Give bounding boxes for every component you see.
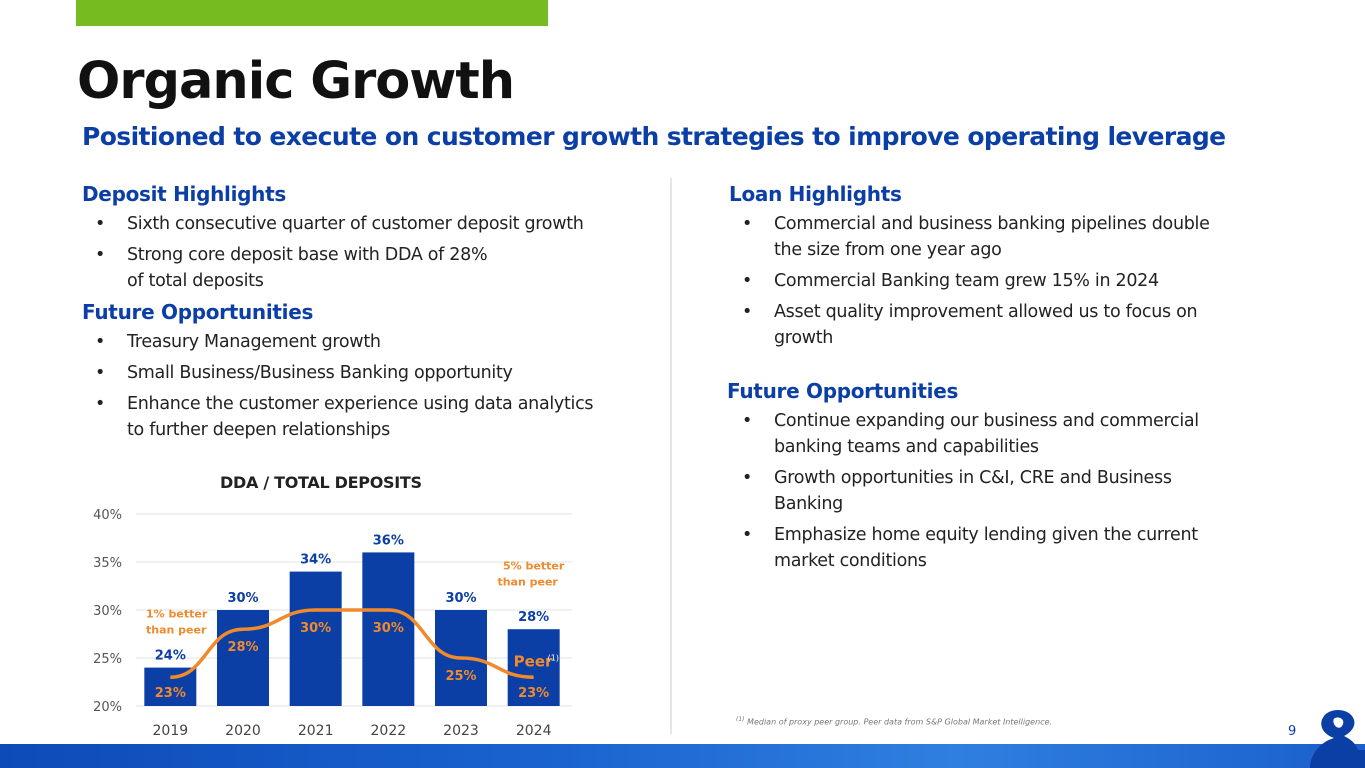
bullet-icon: • [742,302,753,322]
annotation-text: 5% better [503,560,565,573]
peer-value-label: 23% [518,686,549,701]
page-subtitle: Positioned to execute on customer growth… [82,122,1226,151]
x-tick-label: 2023 [443,723,479,739]
bullet-icon: • [95,214,106,234]
x-tick-label: 2020 [225,723,261,739]
list-item-text: Asset quality improvement allowed us to … [774,302,1198,322]
bullet-icon: • [95,245,106,265]
list-item: • Treasury Management growth [82,329,662,355]
chart-bar [289,571,342,706]
footnote: (1) Median of proxy peer group. Peer dat… [736,716,1052,727]
peer-value-label: 25% [445,669,476,684]
list-item: • Enhance the customer experience using … [82,391,662,443]
accent-bar [76,0,548,26]
list-item: • Commercial Banking team grew 15% in 20… [729,268,1289,294]
column-divider [670,178,672,734]
future-opportunities-list: • Continue expanding our business and co… [729,408,1289,574]
chart-bar [507,629,560,706]
list-item-text: Enhance the customer experience using da… [127,394,594,414]
y-tick-label: 35% [93,556,122,571]
list-item-text: Emphasize home equity lending given the … [774,525,1198,545]
list-item: • Asset quality improvement allowed us t… [729,299,1289,351]
bullet-icon: • [742,411,753,431]
right-column: Loan Highlights • Commercial and busines… [727,181,1289,579]
y-tick-label: 30% [93,604,122,619]
future-opportunities-heading: Future Opportunities [727,379,959,403]
bar-value-label: 24% [155,649,186,664]
bullet-icon: • [742,525,753,545]
annotation-text: 1% better [146,608,208,621]
footnote-marker: (1) [736,716,745,723]
bar-value-label: 36% [373,533,404,548]
list-item-text: Treasury Management growth [127,332,381,352]
ampersand-logo [1310,710,1365,768]
x-tick-label: 2019 [153,723,189,739]
list-item-text-cont: banking teams and capabilities [774,437,1039,457]
list-item-text: Strong core deposit base with DDA of 28% [127,245,488,265]
peer-legend-label: Peer [514,653,553,671]
page-number: 9 [1288,724,1297,739]
y-tick-label: 25% [93,652,122,667]
page-title: Organic Growth [77,52,515,111]
loan-highlights-list: • Commercial and business banking pipeli… [729,211,1289,351]
bullet-icon: • [95,332,106,352]
deposit-highlights-list: • Sixth consecutive quarter of customer … [82,211,662,294]
chart-title: DDA / TOTAL DEPOSITS [220,473,422,492]
annotation-text: than peer [497,576,558,589]
list-item: • Continue expanding our business and co… [729,408,1289,460]
footnote-text: Median of proxy peer group. Peer data fr… [747,717,1053,727]
bar-value-label: 28% [518,610,549,625]
list-item: • Strong core deposit base with DDA of 2… [82,242,662,294]
list-item-text-cont: growth [774,328,834,348]
peer-line [170,608,534,679]
peer-value-label: 28% [227,640,258,655]
list-item-text-cont: the size from one year ago [774,240,1002,260]
list-item-text: Commercial Banking team grew 15% in 2024 [774,271,1159,291]
bullet-icon: • [742,214,753,234]
bar-value-label: 30% [227,591,258,606]
annotation-text: than peer [146,624,207,637]
list-item-text-cont: market conditions [774,551,927,571]
list-item: • Commercial and business banking pipeli… [729,211,1289,263]
left-column: Deposit Highlights • Sixth consecutive q… [82,181,662,448]
bar-value-label: 30% [445,591,476,606]
list-item-text: Sixth consecutive quarter of customer de… [127,214,584,234]
list-item-text: Continue expanding our business and comm… [774,411,1199,431]
bullet-icon: • [742,271,753,291]
list-item-text-cont: Banking [774,494,843,514]
list-item-text: Growth opportunities in C&I, CRE and Bus… [774,468,1172,488]
deposit-highlights-heading: Deposit Highlights [82,182,286,206]
chart-svg: 20% 25% 30% 35% 40% 24% 30% 34% 36% 30% 28% 2019 202… [93,508,572,739]
list-item: • Growth opportunities in C&I, CRE and B… [729,465,1289,517]
bullet-icon: • [742,468,753,488]
future-opportunities-heading: Future Opportunities [82,300,314,324]
list-item-text-cont: to further deepen relationships [127,420,390,440]
x-tick-label: 2024 [516,723,552,739]
bottom-band [0,744,1365,768]
loan-highlights-heading: Loan Highlights [729,182,902,206]
list-item: • Emphasize home equity lending given th… [729,522,1289,574]
bullet-icon: • [95,363,106,383]
future-opportunities-list: • Treasury Management growth • Small Bus… [82,329,662,443]
list-item-text: Small Business/Business Banking opportun… [127,363,513,383]
peer-value-label: 23% [155,686,186,701]
bar-value-label: 34% [300,553,331,568]
dda-chart: DDA / TOTAL DEPOSITS 20% 25% 30% 35% 40% 24% 3… [80,468,580,743]
peer-legend-superscript: (1) [548,654,559,663]
y-tick-label: 40% [93,508,122,523]
list-item-text-cont: of total deposits [127,271,264,291]
list-item-text: Commercial and business banking pipeline… [774,214,1210,234]
peer-value-label: 30% [300,621,331,636]
list-item: • Small Business/Business Banking opport… [82,360,662,386]
chart-bar [362,552,415,706]
bullet-icon: • [95,394,106,414]
chart-bar [217,610,269,706]
list-item: • Sixth consecutive quarter of customer … [82,211,662,237]
x-tick-label: 2022 [371,723,407,739]
y-tick-label: 20% [93,700,122,715]
peer-value-label: 30% [373,621,404,636]
x-tick-label: 2021 [298,723,334,739]
